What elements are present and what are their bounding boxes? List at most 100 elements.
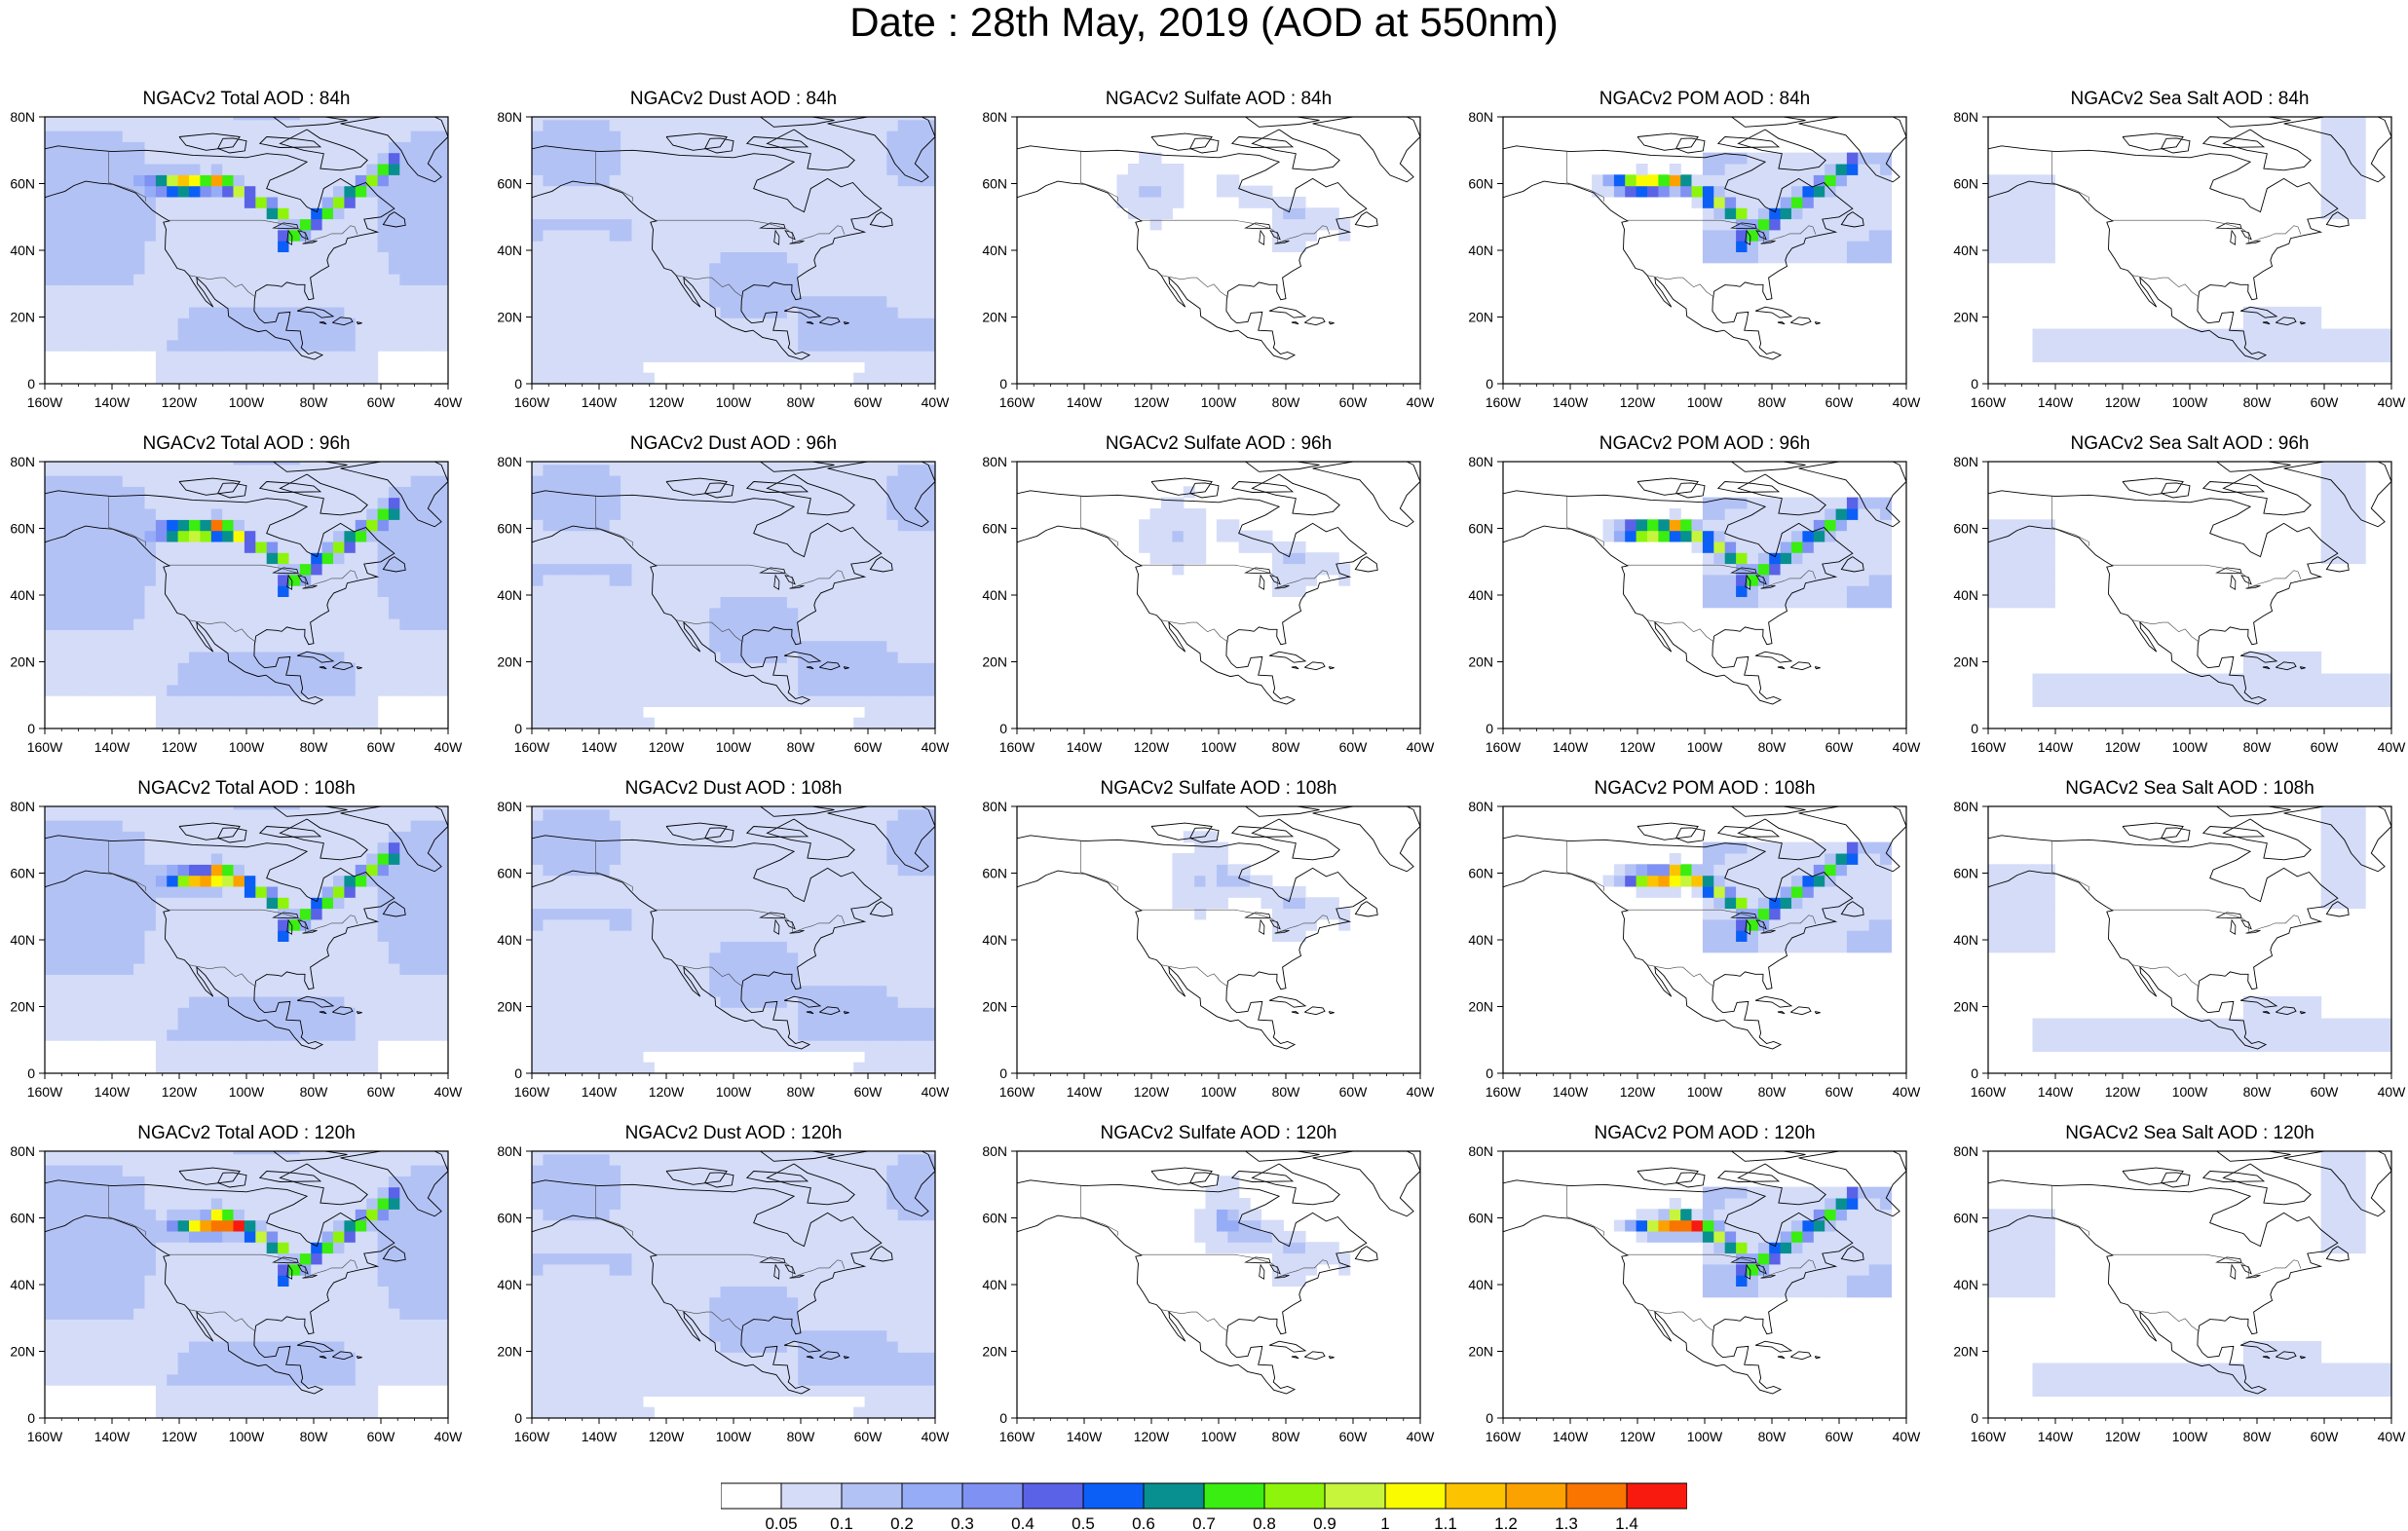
aod-cell (853, 695, 865, 707)
aod-cell (311, 596, 322, 608)
aod-cell (2021, 552, 2033, 564)
aod-cell (2365, 329, 2377, 341)
aod-cell (2310, 317, 2321, 329)
aod-cell (865, 608, 877, 619)
aod-cell (90, 519, 101, 531)
y-tick-label: 80N (1468, 109, 1493, 125)
x-tick-label: 160W (27, 394, 63, 410)
aod-cell (654, 329, 665, 341)
aod-cell (543, 131, 554, 142)
aod-cell (433, 519, 445, 531)
aod-cell (222, 230, 234, 242)
aod-cell (1802, 197, 1814, 208)
aod-cell (344, 706, 356, 718)
aod-cell (565, 695, 577, 707)
aod-cell (344, 695, 356, 707)
aod-cell (676, 531, 688, 542)
aod-cell (189, 207, 201, 219)
aod-cell (554, 662, 566, 674)
aod-cell (90, 329, 101, 341)
aod-cell (831, 608, 843, 619)
aod-cell (366, 674, 378, 686)
aod-cell (444, 296, 456, 308)
aod-cell (2276, 695, 2288, 707)
aod-cell (1692, 174, 1704, 186)
aod-cell (732, 541, 743, 553)
aod-cell (709, 351, 721, 362)
map-svg: 160W140W120W100W80W60W40W020N40N60N80N (0, 90, 487, 421)
aod-cell (422, 274, 433, 285)
aod-cell (831, 629, 843, 641)
aod-cell (1316, 552, 1328, 564)
aod-cell (721, 519, 733, 531)
aod-cell (234, 508, 245, 520)
aod-cell (853, 674, 865, 686)
aod-cell (411, 475, 423, 487)
aod-cell (876, 340, 887, 352)
aod-cell (399, 296, 411, 308)
aod-cell (255, 453, 267, 465)
aod-cell (643, 317, 655, 329)
aod-cell (754, 453, 766, 465)
aod-cell (67, 498, 79, 509)
aod-cell (133, 120, 145, 131)
aod-cell (921, 373, 932, 385)
aod-cell (78, 498, 90, 509)
aod-cell (200, 108, 211, 120)
aod-cell (366, 486, 378, 498)
aod-cell (333, 251, 345, 263)
aod-cell (776, 120, 788, 131)
aod-cell (886, 618, 898, 630)
aod-cell (111, 131, 123, 142)
aod-cell (610, 164, 621, 175)
x-tick-label: 60W (1339, 739, 1369, 755)
aod-cell (787, 296, 799, 308)
aod-cell (577, 241, 588, 252)
aod-cell (1825, 153, 1836, 165)
aod-cell (2354, 329, 2366, 341)
aod-cell (356, 284, 367, 296)
aod-cell (909, 695, 921, 707)
aod-cell (2033, 674, 2045, 686)
aod-cell (565, 498, 577, 509)
aod-cell (610, 340, 621, 352)
aod-cell (366, 307, 378, 318)
aod-cell (200, 373, 211, 385)
aod-cell (754, 641, 766, 653)
aod-cell (300, 207, 312, 219)
aod-cell (921, 498, 932, 509)
aod-cell (90, 585, 101, 597)
aod-cell (234, 641, 245, 653)
aod-cell (2033, 695, 2045, 707)
aod-cell (2033, 531, 2045, 542)
aod-cell (1184, 486, 1195, 498)
aod-cell (178, 274, 190, 285)
aod-cell (133, 207, 145, 219)
aod-cell (598, 718, 610, 729)
aod-cell (1999, 531, 2011, 542)
aod-cell (621, 317, 632, 329)
aod-cell (853, 251, 865, 263)
aod-cell (56, 519, 67, 531)
aod-cell (687, 174, 698, 186)
aod-cell (532, 174, 544, 186)
y-tick-label: 0 (514, 376, 522, 392)
aod-cell (543, 519, 554, 531)
aod-cell (211, 174, 223, 186)
aod-cell (189, 695, 201, 707)
aod-cell (898, 153, 910, 165)
aod-cell (2033, 575, 2045, 586)
aod-cell (356, 453, 367, 465)
aod-cell (2287, 695, 2299, 707)
aod-cell (1328, 552, 1339, 564)
aod-cell (886, 296, 898, 308)
aod-cell (167, 186, 178, 198)
aod-cell (565, 674, 577, 686)
aod-cell (754, 197, 766, 208)
aod-cell (532, 508, 544, 520)
aod-cell (433, 340, 445, 352)
aod-cell (255, 164, 267, 175)
aod-cell (577, 662, 588, 674)
aod-cell (2299, 351, 2311, 362)
aod-cell (111, 475, 123, 487)
